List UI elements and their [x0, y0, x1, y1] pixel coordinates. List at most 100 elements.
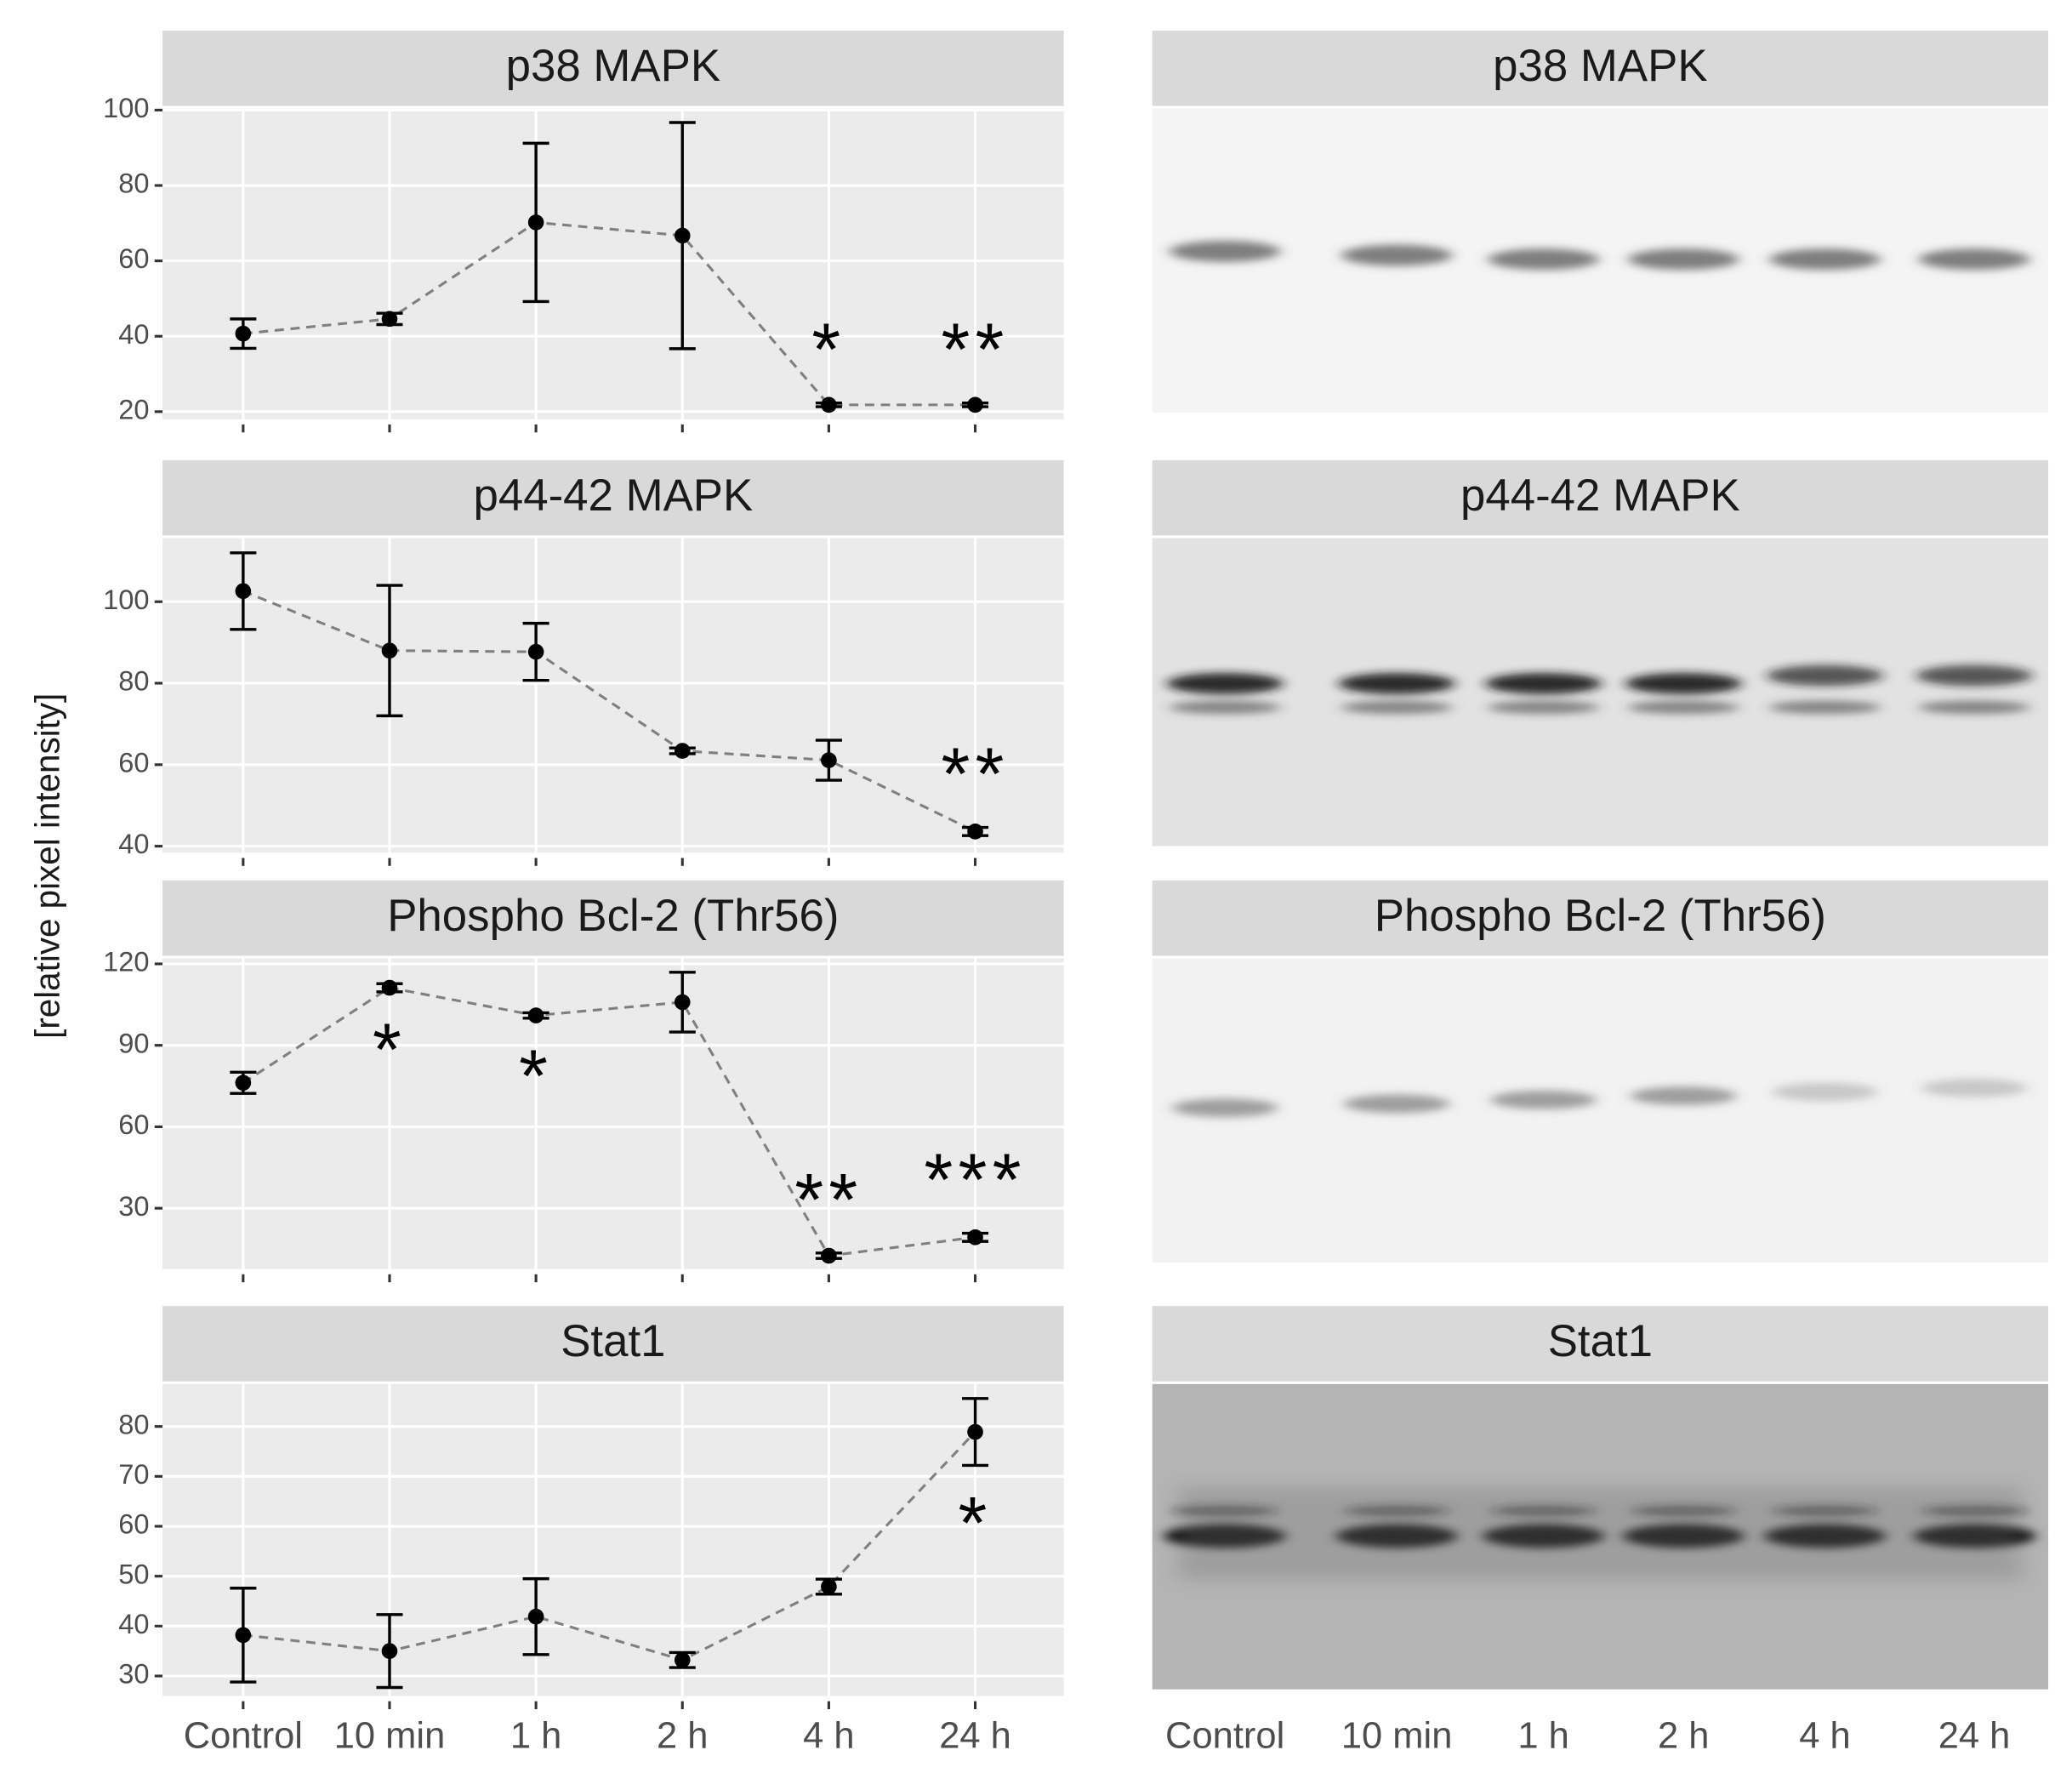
significance: *: [373, 1008, 407, 1091]
band: [1918, 248, 2030, 271]
band: [1341, 244, 1453, 266]
strip: [162, 880, 1064, 956]
band: [1341, 700, 1453, 715]
point: [967, 824, 983, 840]
band: [1488, 248, 1599, 271]
band: [1767, 664, 1883, 687]
plot-background: [162, 538, 1064, 853]
lane-label: 4 h: [1799, 1716, 1850, 1757]
point: [821, 1578, 837, 1595]
point: [235, 1075, 252, 1092]
point: [967, 1423, 983, 1440]
y-tick-label: 20: [118, 393, 149, 425]
blot-bands: [1166, 664, 2033, 715]
panel-title: Phospho Bcl-2 (Thr56): [387, 891, 839, 941]
y-tick-label: 30: [118, 1658, 149, 1690]
point: [674, 994, 691, 1011]
strip: [162, 459, 1064, 536]
significance: **: [941, 309, 1009, 391]
point: [381, 642, 398, 659]
x-tick-label: 24 h: [939, 1716, 1011, 1757]
y-tick-label: 90: [118, 1027, 149, 1058]
plot-background: [162, 108, 1064, 419]
blot-title: p44-42 MAPK: [1460, 470, 1740, 521]
y-tick-label: 100: [103, 92, 149, 123]
panel-title: p38 MAPK: [506, 41, 720, 91]
band: [1772, 1082, 1878, 1102]
panel-title: p44-42 MAPK: [473, 470, 753, 521]
blot-title: p38 MAPK: [1493, 41, 1707, 91]
lane-label: 2 h: [1658, 1716, 1709, 1757]
point: [381, 1643, 398, 1659]
band: [1628, 700, 1739, 715]
blot-title: Phospho Bcl-2 (Thr56): [1375, 891, 1826, 941]
strip: [1152, 30, 2049, 106]
point: [674, 743, 691, 759]
plot-background: [162, 1383, 1064, 1696]
y-tick-label: 70: [118, 1458, 149, 1490]
blot-title: Stat1: [1548, 1316, 1653, 1366]
y-tick-label: 60: [118, 1109, 149, 1140]
band: [1169, 700, 1281, 715]
y-tick-label: 50: [118, 1558, 149, 1589]
point: [235, 583, 252, 600]
blot-bands: [1169, 240, 2030, 271]
point: [967, 396, 983, 413]
band: [1921, 1078, 2028, 1097]
y-tick-label: 40: [118, 318, 149, 350]
data-line: [242, 590, 976, 833]
significance: **: [794, 1159, 862, 1241]
y-tick-label: 60: [118, 1508, 149, 1540]
y-tick-label: 80: [118, 1408, 149, 1439]
y-tick-label: 80: [118, 665, 149, 697]
band: [1631, 1086, 1737, 1106]
band: [1166, 673, 1284, 694]
band: [1485, 673, 1602, 694]
point: [821, 1247, 837, 1264]
data-line: [242, 220, 976, 407]
strip: [1152, 1306, 2049, 1382]
point: [821, 752, 837, 768]
band: [1343, 1094, 1450, 1114]
strip: [162, 30, 1064, 106]
point: [967, 1229, 983, 1246]
blot-background: [1152, 538, 2049, 847]
band: [1628, 248, 1739, 271]
blot-background: [1152, 108, 2049, 413]
x-tick-label: 2 h: [657, 1716, 708, 1757]
point: [527, 1007, 544, 1023]
y-tick-label: 60: [118, 242, 149, 274]
data-line: [242, 986, 976, 1257]
blot-background: [1152, 958, 2049, 1263]
lane-label: 10 min: [1341, 1716, 1453, 1757]
point: [527, 643, 544, 660]
band: [1918, 700, 2030, 715]
lane-label: 24 h: [1938, 1716, 2011, 1757]
band: [1769, 700, 1881, 715]
x-tick-label: 1 h: [510, 1716, 561, 1757]
point: [674, 227, 691, 244]
y-tick-label: 40: [118, 1608, 149, 1639]
band: [1625, 673, 1742, 694]
point: [674, 1651, 691, 1668]
lane-label: 1 h: [1517, 1716, 1568, 1757]
y-tick-label: 120: [103, 946, 149, 978]
y-tick-label: 30: [118, 1190, 149, 1222]
band: [1338, 673, 1455, 694]
lane-label: Control: [1165, 1716, 1284, 1757]
band: [1769, 248, 1881, 271]
y-tick-label: 60: [118, 746, 149, 778]
x-tick-label: 10 min: [334, 1716, 446, 1757]
point: [381, 311, 398, 328]
significance: *: [811, 309, 845, 391]
significance: ***: [924, 1139, 1026, 1222]
point: [527, 1608, 544, 1625]
x-tick-label: Control: [184, 1716, 303, 1757]
panel-title: Stat1: [561, 1316, 665, 1366]
y-tick-label: 100: [103, 584, 149, 615]
point: [527, 214, 544, 231]
significance: *: [958, 1482, 992, 1565]
point: [381, 979, 398, 996]
significance: *: [519, 1035, 553, 1117]
